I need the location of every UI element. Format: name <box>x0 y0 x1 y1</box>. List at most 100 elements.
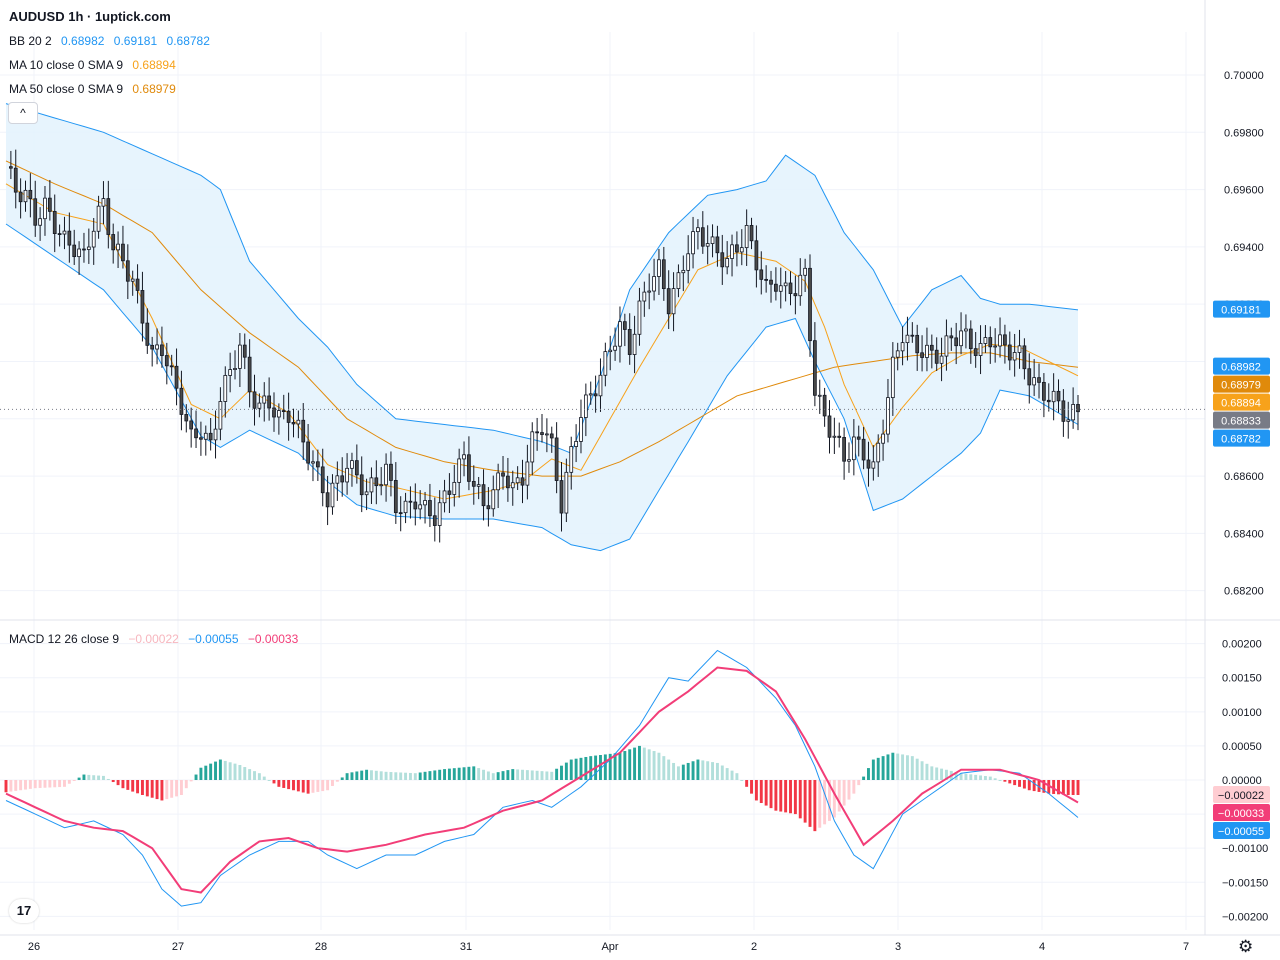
candle-body <box>769 279 773 285</box>
candle <box>403 492 408 524</box>
ma10-line <box>5 183 1079 500</box>
candle <box>847 442 851 473</box>
macd-histogram-bar <box>170 780 174 798</box>
candle <box>277 403 281 435</box>
macd-histogram-bar <box>423 771 427 780</box>
macd-y-tick-label: −0.00100 <box>1222 843 1268 855</box>
candle-body <box>330 482 335 508</box>
candle-body <box>696 227 700 233</box>
macd-histogram-bar <box>452 768 456 780</box>
macd-histogram-bar <box>1066 780 1070 795</box>
candle-body <box>242 344 247 358</box>
candle <box>1066 401 1071 439</box>
macd-histogram-bar <box>745 780 749 787</box>
macd-badge-label: −0.00033 <box>1218 808 1264 820</box>
macd-histogram-bar <box>764 780 768 806</box>
macd-histogram-bar <box>891 752 895 780</box>
candle <box>618 306 622 363</box>
candle-body <box>944 335 949 357</box>
candle <box>398 496 403 532</box>
macd-histogram-bar <box>374 770 378 780</box>
macd-histogram-bar <box>316 780 320 792</box>
candle <box>213 410 218 459</box>
candle <box>925 327 929 372</box>
candle-body <box>564 471 569 514</box>
candle <box>871 445 876 481</box>
macd-histogram-bar <box>384 771 388 780</box>
candle-body <box>861 438 866 461</box>
candle-body <box>666 288 671 315</box>
candle <box>96 195 101 239</box>
price-badge-bg <box>1213 429 1270 447</box>
candle-body <box>476 484 481 487</box>
gear-icon[interactable]: ⚙ <box>1238 937 1254 956</box>
macd-histogram-bar <box>633 747 637 780</box>
macd-histogram-bar <box>72 780 76 781</box>
candle-body <box>384 463 388 486</box>
candle <box>1042 373 1046 418</box>
candle-body <box>993 345 998 348</box>
candle <box>730 234 734 277</box>
candle <box>983 325 988 353</box>
candle-body <box>506 475 510 489</box>
candle <box>359 456 364 513</box>
macd-badge: −0.00055 <box>1213 822 1270 839</box>
macd-histogram-bar <box>993 778 997 780</box>
candle <box>374 460 379 505</box>
candle-body <box>77 248 81 258</box>
macd-histogram-bar <box>823 780 827 825</box>
macd-histogram-bar <box>1071 780 1075 795</box>
macd-histogram-bar <box>944 769 948 780</box>
tradingview-logo[interactable]: 17 <box>9 899 39 923</box>
candle-body <box>822 394 827 417</box>
macd-histogram-bar <box>501 771 505 780</box>
candle-body <box>82 248 86 251</box>
candle-body <box>671 288 676 315</box>
candle-body <box>428 500 432 517</box>
candle <box>155 328 159 365</box>
price-y-tick-label: 0.68400 <box>1224 528 1264 540</box>
candle <box>150 336 155 367</box>
candle-body <box>881 433 885 444</box>
candle-body <box>164 355 169 367</box>
candle-body <box>62 230 67 235</box>
macd-histogram-bar <box>121 780 125 789</box>
candle <box>608 335 613 371</box>
candle <box>145 308 150 354</box>
macd-histogram-bar <box>930 766 934 780</box>
price-badge-label: 0.68979 <box>1221 380 1261 392</box>
price-y-tick-label: 0.69600 <box>1224 185 1264 197</box>
macd-histogram-bar <box>350 772 354 780</box>
candle <box>632 315 637 374</box>
candle-body <box>179 387 184 415</box>
candle <box>189 407 194 448</box>
x-tick-label: Apr <box>601 941 618 953</box>
macd-histogram-bar <box>1061 780 1065 795</box>
macd-histogram-bar <box>808 780 812 827</box>
macd-histogram-bar <box>940 768 944 780</box>
macd-label: MACD 12 26 close 9 <box>9 632 120 646</box>
macd-histogram-bar <box>199 767 203 780</box>
candle <box>793 275 798 315</box>
collapse-legend-button[interactable]: ^ <box>8 102 38 124</box>
candle-body <box>1056 390 1061 402</box>
macd-histogram-bar <box>1047 780 1051 794</box>
candle <box>320 448 325 507</box>
candle-body <box>569 446 574 473</box>
macd-histogram-bar <box>506 770 510 780</box>
candle <box>657 248 661 295</box>
candle-body <box>315 461 320 468</box>
macd-histogram-bar <box>867 768 870 780</box>
candle-body <box>1071 404 1075 421</box>
macd-badge-bg <box>1213 822 1270 839</box>
macd-histogram-bar <box>915 758 919 780</box>
candle <box>135 264 140 304</box>
macd-histogram-bar <box>672 762 676 780</box>
candle-body <box>783 282 788 287</box>
candle <box>652 258 656 301</box>
candle <box>920 335 924 372</box>
macd-histogram-bar <box>1076 780 1080 795</box>
candle <box>725 241 730 275</box>
macd-histogram-bar <box>462 767 466 780</box>
candle-body <box>803 267 807 276</box>
